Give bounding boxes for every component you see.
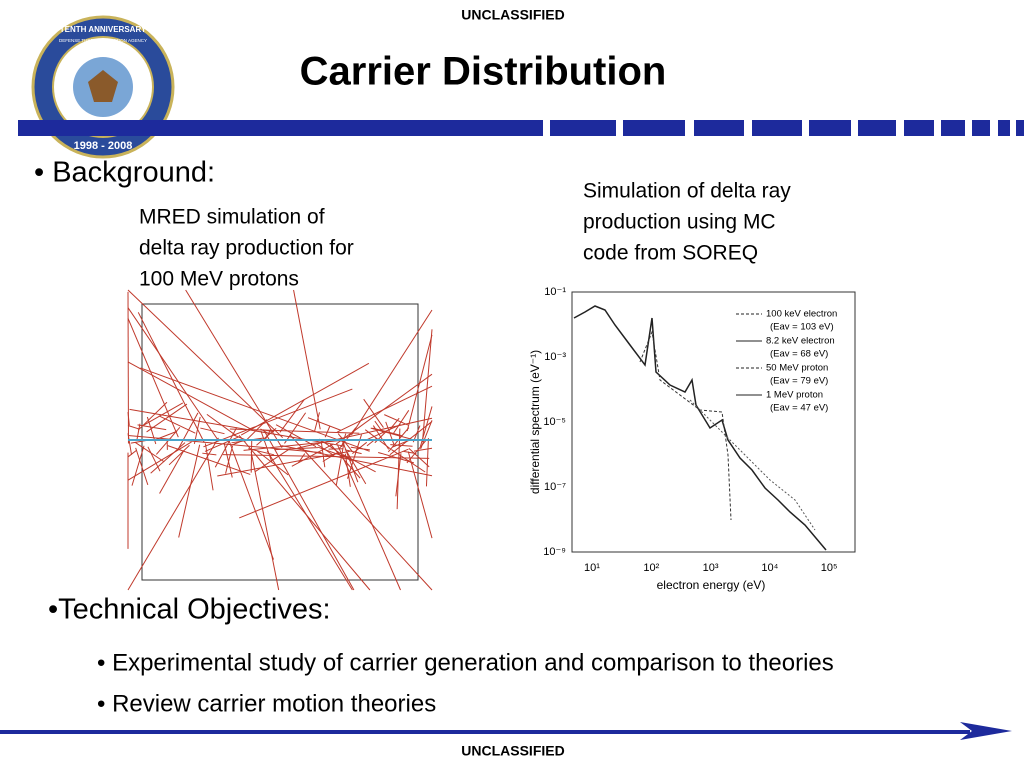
track: [226, 446, 233, 474]
tick-label: 10⁴: [761, 562, 778, 574]
legend-label: 100 keV electron: [766, 309, 837, 320]
track: [251, 440, 252, 473]
caption: code from SOREQ: [583, 242, 758, 265]
track: [375, 421, 384, 433]
track: [128, 433, 132, 454]
heading: •Technical Objectives:: [48, 594, 331, 626]
tick-label: 10⁻¹: [544, 286, 566, 298]
track: [205, 443, 213, 490]
track: [325, 426, 330, 437]
track: [426, 438, 428, 486]
tick-label: 10⁻⁷: [544, 481, 566, 493]
legend-label: 50 MeV proton: [766, 363, 828, 374]
tick-label: 10¹: [584, 562, 600, 574]
legend-label: (Eav = 79 eV): [770, 376, 828, 387]
tick-label: 10³: [703, 562, 719, 574]
legend-label: (Eav = 47 eV): [770, 403, 828, 414]
caption: production using MC: [583, 211, 776, 234]
track: [407, 439, 427, 463]
track: [351, 310, 432, 435]
track: [207, 414, 236, 435]
track: [128, 450, 137, 457]
caption: delta ray production for: [139, 237, 354, 260]
axis-label: differential spectrum (eV⁻¹): [528, 350, 542, 494]
caption: MRED simulation of: [139, 206, 325, 229]
axis-label: electron energy (eV): [657, 578, 766, 592]
track: [179, 445, 200, 538]
track: [267, 451, 352, 590]
bullet: • Experimental study of carrier generati…: [97, 649, 834, 676]
tick-label: 10²: [643, 562, 659, 574]
track: [408, 452, 432, 539]
legend-label: (Eav = 103 eV): [770, 322, 834, 333]
track: [128, 290, 283, 438]
tick-label: 10⁵: [821, 562, 838, 574]
logo-text: 1998 - 2008: [74, 140, 133, 152]
legend-label: (Eav = 68 eV): [770, 349, 828, 360]
caption: 100 MeV protons: [139, 268, 299, 291]
tick-label: 10⁻⁹: [543, 546, 566, 558]
track: [186, 290, 282, 448]
logo-text: TENTH ANNIVERSARY: [60, 25, 147, 34]
caption: Simulation of delta ray: [583, 180, 791, 203]
track: [367, 425, 401, 440]
classification: UNCLASSIFIED: [461, 743, 564, 759]
track: [160, 450, 184, 493]
simulation-image: [128, 290, 432, 590]
track: [407, 335, 432, 431]
footer-line: [0, 722, 1012, 740]
track: [128, 442, 192, 480]
tick-label: 10⁻⁵: [543, 416, 566, 428]
title: Carrier Distribution: [300, 50, 667, 94]
classification: UNCLASSIFIED: [461, 7, 564, 23]
heading: • Background:: [34, 157, 215, 189]
track: [200, 428, 224, 434]
tick-label: 10⁻³: [544, 351, 566, 363]
track: [128, 426, 139, 430]
track: [203, 389, 352, 447]
legend-label: 1 MeV proton: [766, 390, 823, 401]
track: [364, 399, 384, 427]
track: [251, 452, 279, 590]
header-bar: [18, 120, 1024, 136]
bullet: • Review carrier motion theories: [97, 690, 436, 717]
track: [308, 418, 341, 431]
legend-label: 8.2 keV electron: [766, 336, 835, 347]
logo-text: DEFENSE THREAT REDUCTION AGENCY: [59, 38, 147, 43]
